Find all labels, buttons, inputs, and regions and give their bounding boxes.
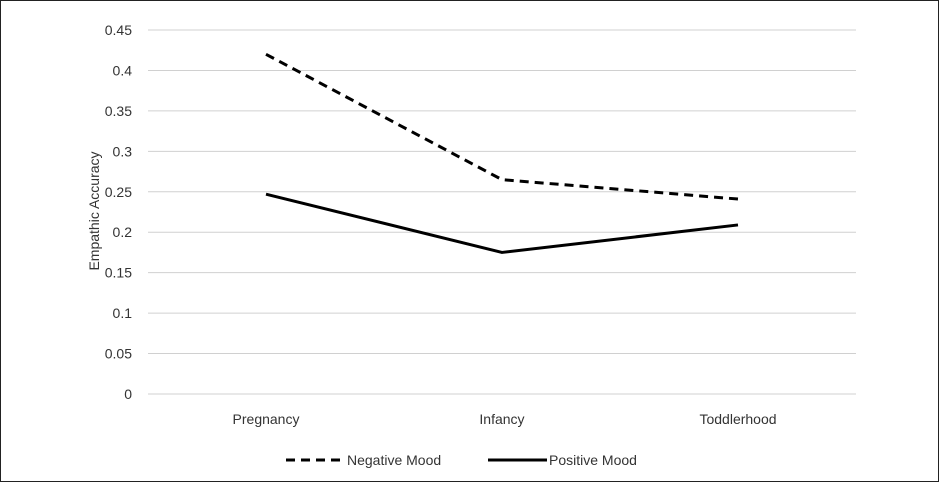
x-tick-labels: Pregnancy Infancy Toddlerhood [233,411,777,427]
x-tick-label: Infancy [479,411,524,427]
positive-mood-line [265,192,739,254]
legend-label: Positive Mood [549,452,637,468]
negative-mood-line [265,52,739,201]
y-tick-label: 0.45 [105,22,132,38]
y-tick-label: 0 [124,386,132,402]
y-tick-label: 0.4 [113,62,133,78]
y-tick-label: 0.2 [113,224,133,240]
gridlines [148,29,856,395]
y-tick-labels: 0 0.05 0.1 0.15 0.2 0.25 0.3 0.35 0.4 0.45 [105,22,132,402]
legend-label: Negative Mood [347,452,441,468]
y-tick-label: 0.05 [105,346,132,362]
y-tick-label: 0.15 [105,265,132,281]
legend: Negative Mood Positive Mood [286,452,637,468]
y-tick-label: 0.1 [113,305,133,321]
y-axis-label: Empathic Accuracy [86,151,102,270]
y-tick-label: 0.25 [105,184,132,200]
series-lines [265,52,739,254]
y-tick-label: 0.35 [105,103,132,119]
y-tick-label: 0.3 [113,143,133,159]
x-tick-label: Pregnancy [233,411,300,427]
x-tick-label: Toddlerhood [699,411,776,427]
